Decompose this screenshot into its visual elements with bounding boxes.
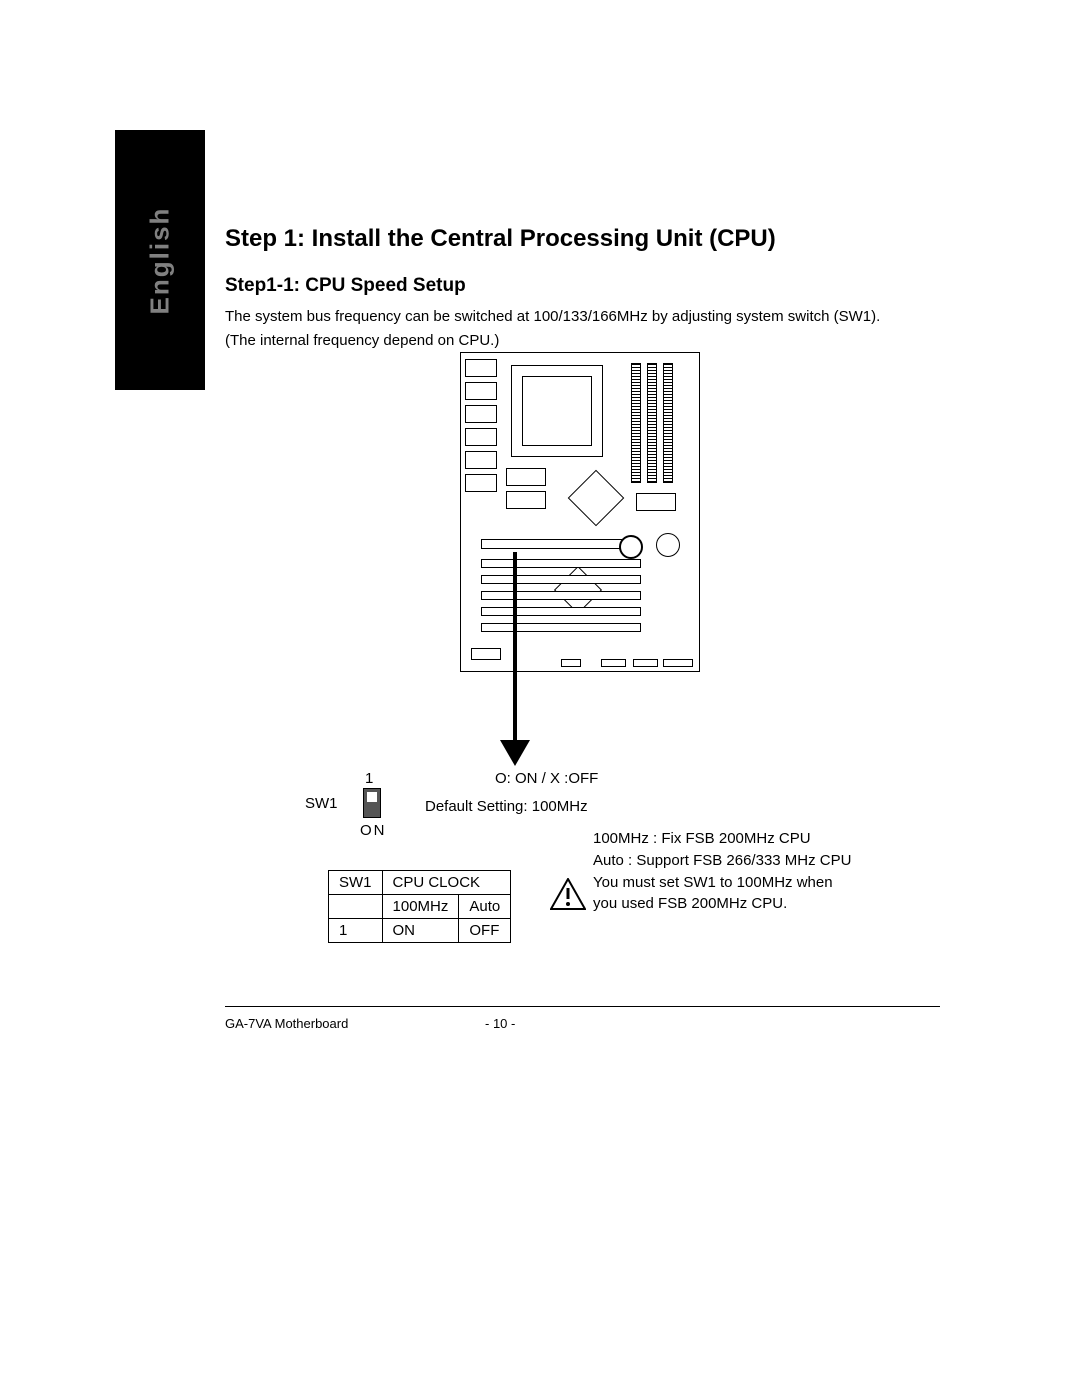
connector <box>471 648 501 660</box>
pci-slot <box>481 591 641 600</box>
header-pins <box>663 659 693 667</box>
table-cell: ON <box>382 919 459 943</box>
body-paragraph-2: (The internal frequency depend on CPU.) <box>225 331 965 351</box>
header-pins <box>561 659 581 667</box>
dimm-slot <box>663 363 673 483</box>
table-cell: 1 <box>329 919 383 943</box>
info-text: 100MHz : Fix FSB 200MHz CPU Auto : Suppo… <box>593 828 963 915</box>
switch-on-label: ON <box>360 822 387 839</box>
cpu-clock-table: SW1 CPU CLOCK 100MHz Auto 1 ON OFF <box>328 870 511 943</box>
battery <box>656 533 680 557</box>
power-connector <box>636 493 676 511</box>
table-row: 1 ON OFF <box>329 919 511 943</box>
pci-slot <box>481 575 641 584</box>
motherboard-outline <box>460 352 700 672</box>
footer-product: GA-7VA Motherboard <box>225 1016 485 1031</box>
body-paragraph-1: The system bus frequency can be switched… <box>225 307 965 327</box>
table-header-clock: CPU CLOCK <box>382 871 511 895</box>
motherboard-diagram <box>350 352 810 672</box>
info-line: Auto : Support FSB 266/333 MHz CPU <box>593 850 963 872</box>
page-footer: GA-7VA Motherboard - 10 - <box>225 1016 940 1031</box>
default-setting-label: Default Setting: 100MHz <box>425 798 588 815</box>
callout-arrow-line <box>513 552 517 747</box>
page-heading: Step 1: Install the Central Processing U… <box>225 225 965 253</box>
footer-page-number: - 10 - <box>485 1016 565 1031</box>
footer-rule <box>225 1006 940 1007</box>
table-cell: 100MHz <box>382 895 459 919</box>
pci-slot <box>481 607 641 616</box>
warning-icon <box>550 878 586 914</box>
info-line: You must set SW1 to 100MHz when <box>593 872 963 894</box>
info-line: 100MHz : Fix FSB 200MHz CPU <box>593 828 963 850</box>
table-header-sw1: SW1 <box>329 871 383 895</box>
ide-connector <box>506 468 546 486</box>
table-cell: Auto <box>459 895 511 919</box>
switch-pin-label: 1 <box>365 770 373 787</box>
northbridge-chip <box>568 470 625 527</box>
section-heading: Step1-1: CPU Speed Setup <box>225 275 965 297</box>
table-cell: OFF <box>459 919 511 943</box>
switch-table-block: SW1 CPU CLOCK 100MHz Auto 1 ON OFF 100MH… <box>328 870 948 943</box>
agp-slot <box>481 539 631 549</box>
info-line: you used FSB 200MHz CPU. <box>593 893 963 915</box>
dimm-slot <box>647 363 657 483</box>
io-ports <box>465 359 497 509</box>
pci-slot <box>481 559 641 568</box>
switch-name-label: SW1 <box>305 795 338 812</box>
language-label: English <box>145 206 176 314</box>
legend-onoff: O: ON / X :OFF <box>495 770 598 787</box>
switch-visual: 1 SW1 ON <box>335 770 405 845</box>
dimm-slot <box>631 363 641 483</box>
content-area: Step 1: Install the Central Processing U… <box>225 225 965 356</box>
language-tab: English <box>115 130 205 390</box>
sw1-highlight-circle <box>619 535 643 559</box>
callout-arrow-head <box>500 740 530 766</box>
cpu-socket <box>511 365 603 457</box>
pci-slot <box>481 623 641 632</box>
ide-connector <box>506 491 546 509</box>
header-pins <box>633 659 658 667</box>
dip-switch-icon <box>363 788 381 818</box>
header-pins <box>601 659 626 667</box>
table-row: SW1 CPU CLOCK <box>329 871 511 895</box>
table-row: 100MHz Auto <box>329 895 511 919</box>
